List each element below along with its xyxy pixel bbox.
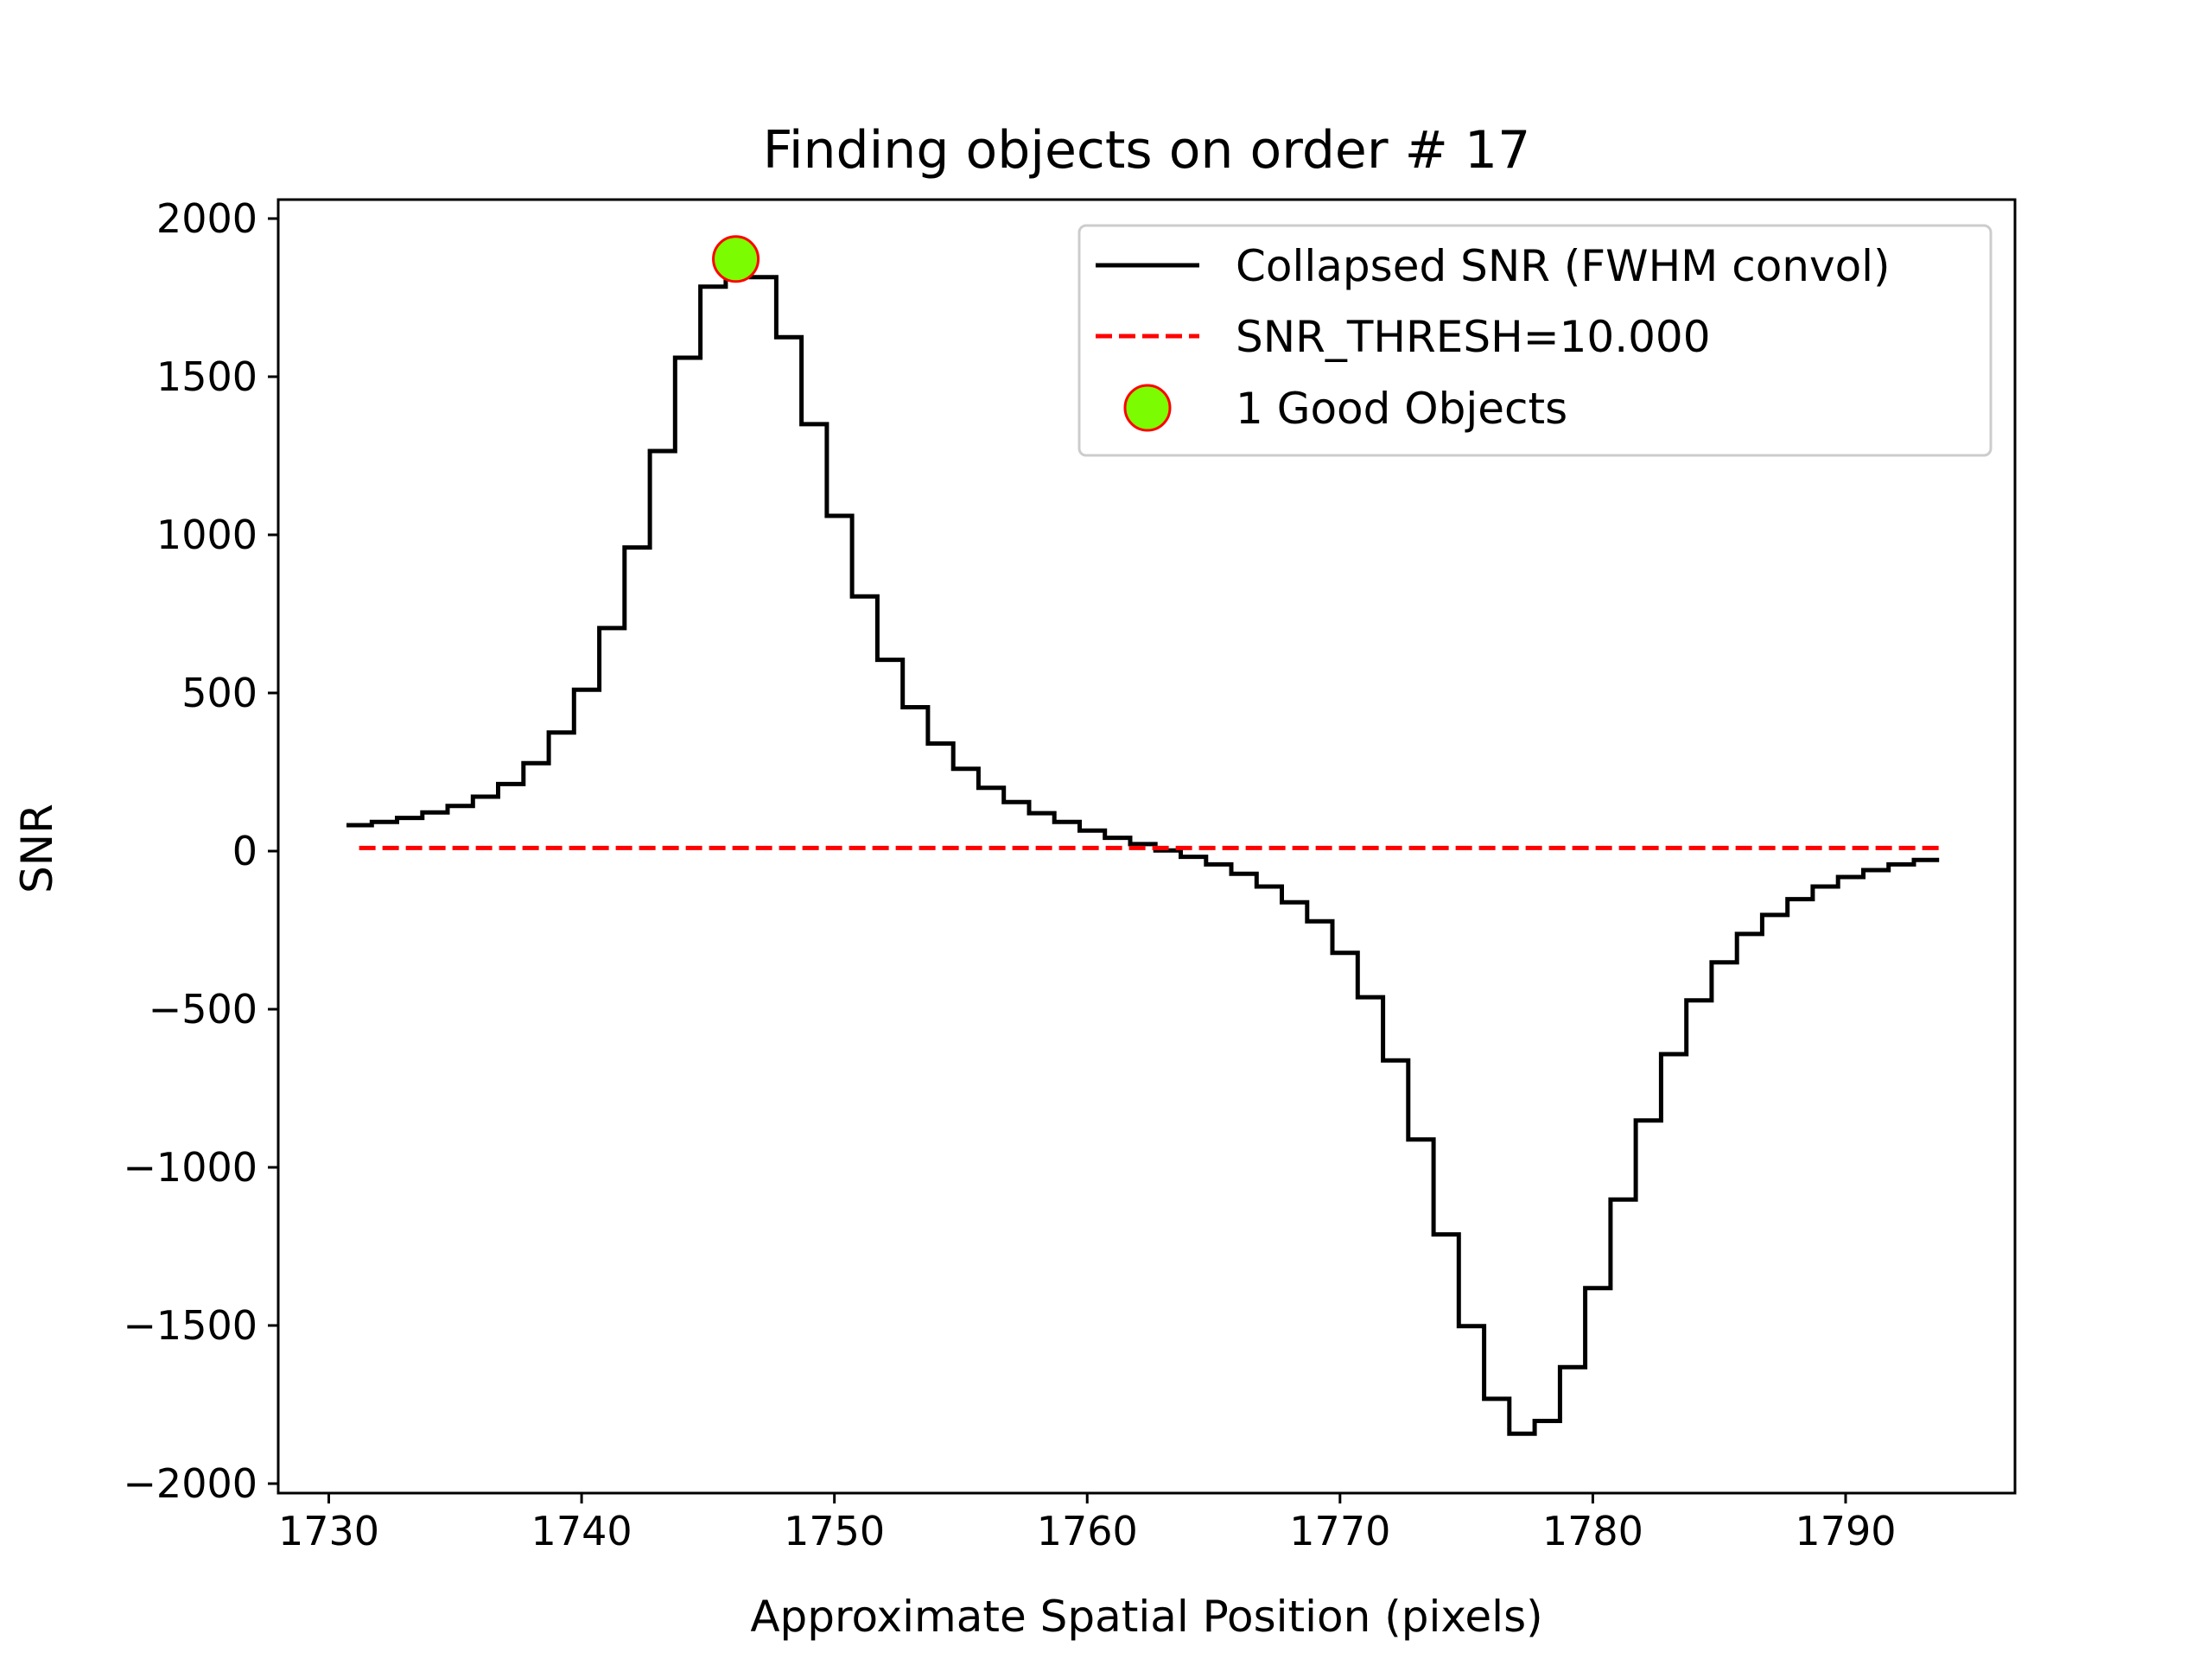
legend-entry-snr-thresh: SNR_THRESH=10.000 bbox=[1236, 312, 1711, 362]
x-axis-ticks: 1730 1740 1750 1760 1770 1780 1790 bbox=[278, 1493, 1897, 1554]
axes-frame bbox=[276, 198, 2017, 1495]
legend: Collapsed SNR (FWHM convol) SNR_THRESH=1… bbox=[1077, 224, 1993, 457]
y-axis-label: SNR bbox=[12, 804, 62, 893]
y-tick-label: 1500 bbox=[156, 353, 257, 400]
y-tick-label: 2000 bbox=[156, 195, 257, 242]
legend-box bbox=[1077, 224, 1993, 457]
legend-entry-collapsed-snr: Collapsed SNR (FWHM convol) bbox=[1236, 241, 1891, 291]
y-tick-label: −1500 bbox=[123, 1302, 257, 1349]
marker-layer bbox=[712, 235, 760, 283]
series-layer bbox=[346, 254, 1940, 1436]
x-tick-label: 1770 bbox=[1289, 1508, 1390, 1554]
x-tick-label: 1790 bbox=[1795, 1508, 1896, 1554]
good-object-marker bbox=[712, 235, 760, 283]
legend-entry-good-objects: 1 Good Objects bbox=[1236, 384, 1567, 434]
legend-marker-swatch bbox=[1123, 384, 1172, 432]
chart-title: Finding objects on order # 17 bbox=[763, 120, 1531, 181]
y-tick-label: −500 bbox=[149, 986, 257, 1033]
y-axis-ticks: 2000 1500 1000 500 0 −500 −1000 −1500 −2000 bbox=[123, 195, 278, 1507]
y-tick-label: −1000 bbox=[123, 1144, 257, 1191]
x-tick-label: 1760 bbox=[1037, 1508, 1138, 1554]
x-tick-label: 1730 bbox=[278, 1508, 379, 1554]
x-tick-label: 1750 bbox=[784, 1508, 885, 1554]
x-tick-label: 1740 bbox=[531, 1508, 632, 1554]
x-axis-label: Approximate Spatial Position (pixels) bbox=[750, 1592, 1542, 1642]
y-tick-label: 500 bbox=[181, 670, 257, 716]
series-line-collapsed-snr-fwhm-convol bbox=[346, 254, 1940, 1436]
y-tick-label: 1000 bbox=[156, 512, 257, 558]
x-tick-label: 1780 bbox=[1542, 1508, 1643, 1554]
y-tick-label: 0 bbox=[232, 828, 257, 874]
y-tick-label: −2000 bbox=[123, 1460, 257, 1507]
